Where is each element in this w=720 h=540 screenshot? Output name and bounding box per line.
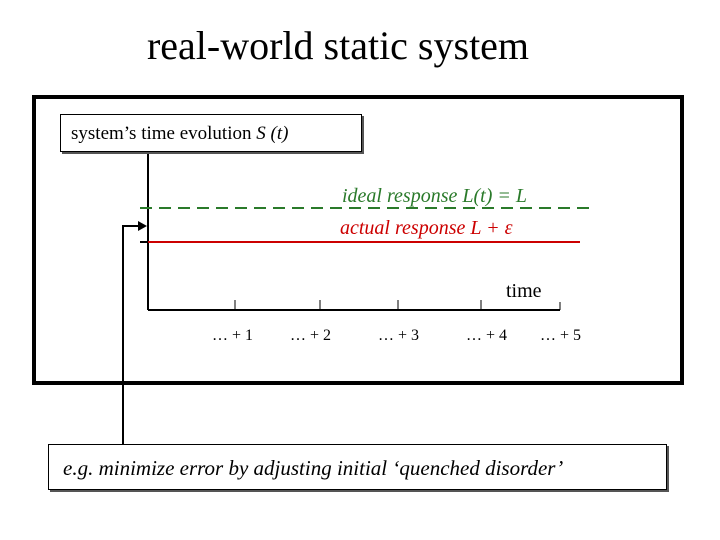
tick-label: … + 1 [212, 327, 254, 344]
time-evolution-symbol: S (t) [256, 123, 289, 144]
slide-title: real-world static system [146, 23, 530, 68]
note-box: e.g. minimize error by adjusting initial… [48, 444, 667, 490]
system-frame [32, 95, 684, 385]
actual-response-text: actual response L + ε [340, 216, 513, 240]
ideal-response-formula: L(t) = L [462, 185, 527, 207]
ideal-response-text: ideal response L(t) = L [342, 184, 527, 208]
time-evolution-label: system’s time evolution [71, 123, 252, 144]
feedback-arrow-line [122, 225, 140, 444]
time-axis-label: time [506, 280, 542, 302]
time-evolution-box: system’s time evolution S (t) [60, 114, 362, 152]
actual-response-label: actual response [340, 217, 466, 239]
tick-label: … + 4 [466, 327, 508, 344]
tick-label: … + 5 [540, 327, 582, 344]
actual-response-formula: L + ε [470, 217, 513, 239]
tick-label: … + 3 [378, 327, 420, 344]
tick-label: … + 2 [290, 327, 332, 344]
ideal-response-label: ideal response [342, 185, 458, 207]
feedback-arrow-head [138, 221, 147, 231]
